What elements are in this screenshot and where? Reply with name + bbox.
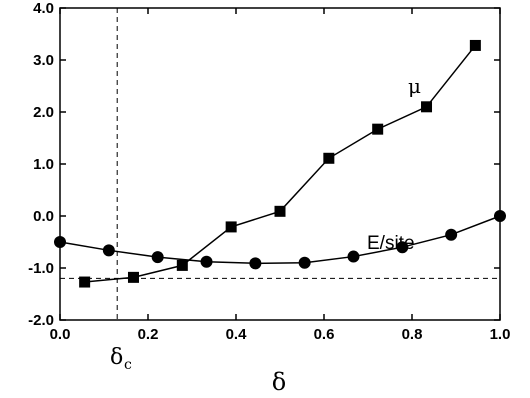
reference-lines (60, 8, 500, 320)
data-point (298, 256, 311, 269)
delta-c-subscript: c (124, 357, 132, 373)
series-label-e-site: E/site (367, 233, 415, 254)
data-point (200, 255, 213, 268)
x-tick-label: 0.8 (402, 326, 423, 343)
data-point (323, 152, 335, 164)
x-tick-label: 0.0 (50, 326, 71, 343)
data-point (151, 251, 164, 264)
y-tick-label: 4.0 (33, 0, 54, 17)
data-point (79, 276, 91, 288)
y-tick-label: 0.0 (33, 208, 54, 225)
y-tick-label: 1.0 (33, 156, 54, 173)
y-tick-label: -1.0 (28, 260, 54, 277)
series-line (59, 215, 501, 265)
data-point (421, 101, 433, 113)
y-tick-label: 3.0 (33, 52, 54, 69)
x-tick-label: 0.2 (138, 326, 159, 343)
series-label-mu: μ (408, 74, 421, 98)
x-tick-label: 0.6 (314, 326, 335, 343)
series-layer (54, 39, 506, 288)
data-point (102, 244, 115, 257)
y-tick-label: -2.0 (28, 312, 54, 329)
data-point (445, 228, 458, 241)
series-mu (79, 39, 481, 288)
x-tick-label: 0.4 (226, 326, 248, 343)
data-point (347, 250, 360, 263)
delta-c-label: δ c (110, 345, 132, 373)
x-tick-label: 1.0 (490, 326, 511, 343)
y-tick-label: 2.0 (33, 104, 54, 121)
data-point (249, 257, 262, 270)
delta-c-symbol: δ (110, 345, 123, 370)
data-point (176, 259, 188, 271)
series-e-site (54, 210, 506, 270)
data-point (396, 241, 409, 254)
plot-frame (59, 7, 501, 321)
data-point (225, 221, 237, 233)
ticks-layer: 0.0 0.2 0.4 0.6 0.8 1.0 -2.0 -1.0 0.0 1.0 2.0 3.0 4.… (28, 0, 510, 343)
data-point (469, 39, 481, 51)
data-point (274, 205, 286, 217)
data-point (372, 123, 384, 135)
data-point (127, 271, 139, 283)
x-axis-title: δ (272, 368, 286, 396)
